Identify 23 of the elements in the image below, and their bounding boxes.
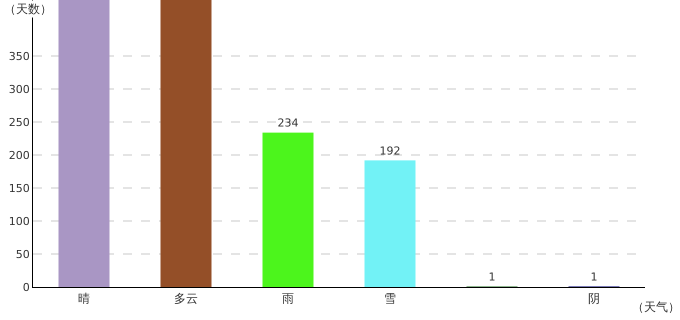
bar (160, 0, 212, 287)
y-tick-label: 100 (8, 214, 30, 228)
x-tick-label: 多云 (174, 291, 198, 306)
x-tick-label: 雨 (282, 291, 294, 306)
data-label: 1 (590, 270, 598, 284)
x-tick-label: 晴 (78, 291, 90, 306)
y-tick-label: 50 (16, 248, 30, 261)
data-label: 234 (278, 116, 298, 130)
data-label: 192 (380, 144, 400, 158)
y-tick-label: 0 (22, 280, 30, 294)
data-label: 1 (488, 270, 496, 284)
bar (262, 132, 314, 287)
bar (58, 0, 110, 287)
y-tick-label: 250 (8, 116, 30, 129)
y-tick-label: 150 (8, 182, 30, 195)
y-axis-title: （天数） (4, 2, 52, 16)
y-tick-label: 350 (8, 50, 30, 63)
y-tick-label: 200 (8, 148, 30, 162)
bar (364, 160, 416, 287)
x-axis-title: （天气） (632, 300, 680, 314)
x-tick-label: 雪 (384, 291, 396, 306)
y-tick-label: 300 (8, 82, 30, 96)
x-tick-label: 阴 (588, 291, 600, 306)
